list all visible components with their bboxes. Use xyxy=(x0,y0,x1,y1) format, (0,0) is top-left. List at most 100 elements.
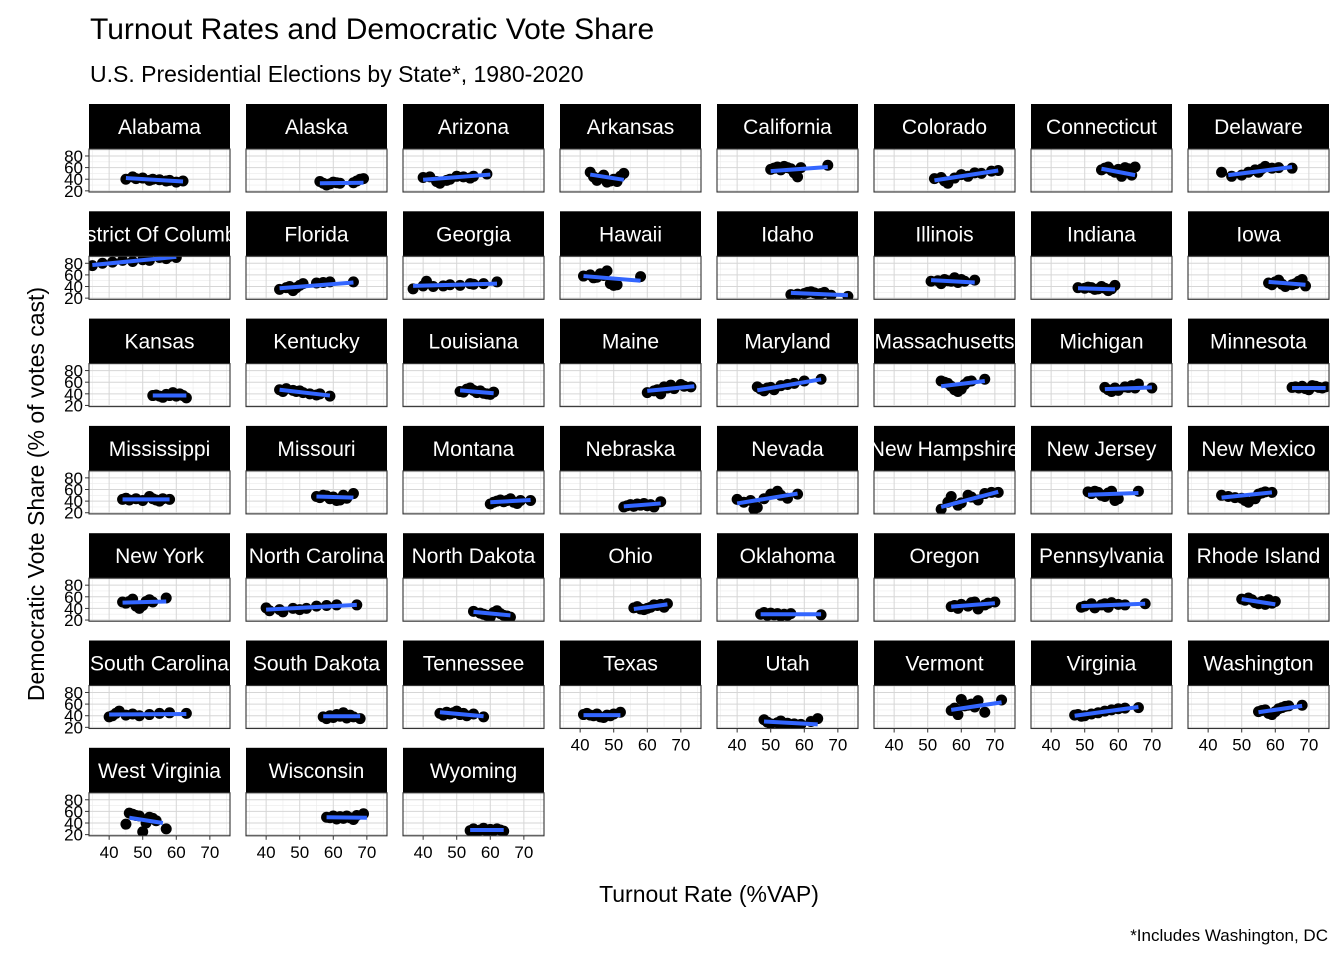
facet-strip xyxy=(560,640,701,686)
facet-label: North Dakota xyxy=(412,545,536,568)
panel-data xyxy=(117,490,176,507)
facet-strip xyxy=(246,747,387,793)
panel-data xyxy=(1069,702,1144,722)
facet-panel: Pennsylvania xyxy=(1030,533,1173,622)
panel-border xyxy=(1187,470,1330,515)
x-tick-label: 40 xyxy=(100,843,119,862)
panel-data xyxy=(755,606,827,622)
facet-strip xyxy=(874,211,1015,257)
facet-panel: Missouri xyxy=(245,425,388,515)
panel-border xyxy=(716,363,859,408)
panel-border xyxy=(402,363,545,408)
y-tick-label: 80 xyxy=(64,469,83,488)
facet-label: New Mexico xyxy=(1201,438,1315,461)
x-tick-label: 70 xyxy=(828,736,847,755)
panel-data xyxy=(1216,486,1278,508)
facet-strip xyxy=(1031,318,1172,364)
panel-data xyxy=(751,373,827,397)
facet-panel: Delaware xyxy=(1187,104,1330,193)
fit-line xyxy=(1074,705,1139,718)
facet-panel: Washington 40 50 60 70 xyxy=(1187,640,1330,755)
x-tick-label: 40 xyxy=(1199,736,1218,755)
facet-panel: New Mexico xyxy=(1187,425,1330,515)
facet-strip xyxy=(89,533,230,579)
facet-strip xyxy=(403,425,544,471)
panel-border xyxy=(245,577,388,622)
y-tick-label: 60 xyxy=(64,159,83,178)
facet-label: California xyxy=(743,116,832,139)
y-tick-label: 40 xyxy=(64,492,83,511)
fit-line xyxy=(930,278,975,285)
facet-label: New York xyxy=(115,545,204,568)
facet-label: Mississippi xyxy=(109,438,211,461)
facet-label: Pennsylvania xyxy=(1039,545,1164,568)
x-tick-label: 60 xyxy=(1266,736,1285,755)
panel-data xyxy=(765,159,834,183)
panel-border xyxy=(559,255,702,300)
facet-panel: Nevada xyxy=(716,425,859,515)
facet-strip xyxy=(717,425,858,471)
x-tick-label: 40 xyxy=(257,843,276,862)
facet-label: Colorado xyxy=(902,116,987,139)
panel-border xyxy=(1030,470,1173,515)
facet-label: Maryland xyxy=(744,331,830,354)
data-point xyxy=(1112,493,1124,505)
panel-data xyxy=(274,276,359,297)
panel-border xyxy=(1187,255,1330,300)
facet-panel: Oklahoma xyxy=(716,533,859,622)
facet-panel: Massachusetts xyxy=(873,318,1016,408)
panel-border xyxy=(1030,577,1173,622)
panel-data xyxy=(147,387,192,404)
y-tick-label: 20 xyxy=(64,289,83,308)
fit-line xyxy=(1081,601,1146,609)
chart-caption: *Includes Washington, DC xyxy=(1130,926,1328,945)
facet-label: Washington xyxy=(1203,653,1313,676)
panel-border xyxy=(559,363,702,408)
facet-label: Michigan xyxy=(1059,331,1143,354)
y-tick-label: 80 xyxy=(64,791,83,810)
fit-line xyxy=(1228,165,1293,178)
panel-data xyxy=(1216,160,1298,182)
fit-line xyxy=(589,172,625,182)
panel-data xyxy=(117,592,172,614)
fit-line xyxy=(623,501,661,509)
facet-strip xyxy=(403,747,544,793)
facet-panel: North Carolina xyxy=(245,533,388,622)
facet-strip xyxy=(874,104,1015,149)
fit-line xyxy=(647,384,695,393)
y-tick-label: 80 xyxy=(64,683,83,702)
facet-label: District Of Columbia xyxy=(66,223,253,246)
panel-data xyxy=(120,171,189,188)
panel-data xyxy=(1075,597,1151,614)
fit-line xyxy=(583,274,641,283)
fit-line xyxy=(940,489,999,509)
panel-data xyxy=(260,599,363,618)
panel-border xyxy=(559,684,702,730)
facet-label: Montana xyxy=(433,438,515,461)
panel-data xyxy=(945,693,1008,721)
facet-label: North Carolina xyxy=(249,545,385,568)
data-point xyxy=(618,167,630,179)
panel-data xyxy=(484,493,537,510)
data-point xyxy=(812,713,824,725)
fit-line xyxy=(316,494,354,500)
facet-panel: New Jersey xyxy=(1030,425,1173,515)
fit-line xyxy=(92,256,177,268)
y-tick-label: 20 xyxy=(64,718,83,737)
panel-data xyxy=(103,705,192,723)
facet-strip xyxy=(1188,640,1329,686)
y-tick-label: 60 xyxy=(64,802,83,821)
facet-panel: New Hampshire xyxy=(873,425,1016,515)
panel-data xyxy=(1082,485,1144,507)
facet-strip xyxy=(1188,425,1329,471)
y-tick-label: 80 xyxy=(64,362,83,381)
facet-label: Minnesota xyxy=(1210,331,1307,354)
facet-strip xyxy=(874,318,1015,364)
facet-strip xyxy=(717,533,858,579)
fit-line xyxy=(756,377,822,393)
